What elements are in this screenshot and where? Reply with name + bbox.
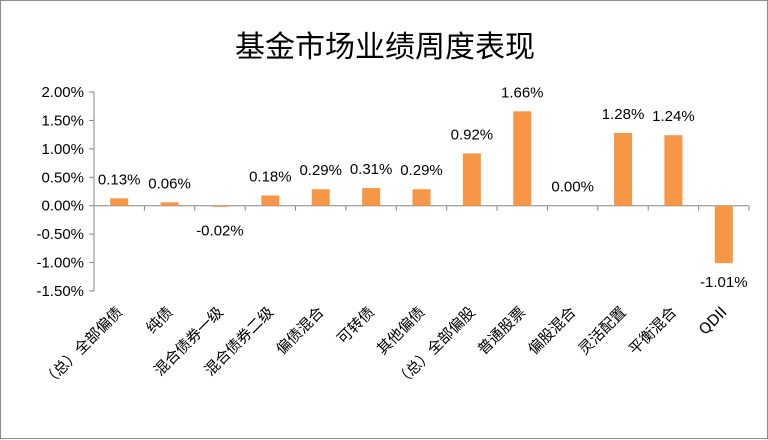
- bar: [311, 189, 330, 206]
- data-label: 1.28%: [602, 106, 645, 123]
- y-tick-label: -1.50%: [36, 283, 84, 300]
- bar: [664, 135, 683, 206]
- data-label: 1.66%: [501, 84, 544, 101]
- y-axis: 2.00% 1.50% 1.00% 0.50% 0.00% -0.50% -1.00% -1.…: [36, 84, 95, 300]
- data-label: 0.29%: [400, 162, 443, 179]
- bar: [714, 205, 733, 264]
- category-label: QDII: [695, 303, 731, 339]
- bar: [614, 132, 633, 206]
- y-tick-label: 1.50%: [41, 112, 84, 129]
- category-label: 平衡混合: [625, 303, 680, 358]
- y-tick-label: -1.00%: [36, 255, 84, 272]
- bar: [261, 195, 280, 206]
- data-label: 1.24%: [652, 108, 695, 125]
- category-label: 可转债: [333, 303, 378, 348]
- y-tick-label: 0.00%: [41, 198, 84, 215]
- data-label: 0.18%: [249, 168, 292, 185]
- data-label: -0.02%: [196, 223, 244, 240]
- category-label: 偏债混合: [272, 303, 327, 358]
- bar: [362, 188, 381, 206]
- y-tick-label: 0.50%: [41, 169, 84, 186]
- data-label: 0.00%: [551, 179, 594, 196]
- data-label: 0.13%: [98, 171, 141, 188]
- y-tick-label: -0.50%: [36, 226, 84, 243]
- category-label: 普通股票: [474, 303, 529, 358]
- y-tick-label: 1.00%: [41, 141, 84, 158]
- category-label: 偏股混合: [524, 303, 579, 358]
- bar: [210, 205, 229, 207]
- chart-title: 基金市场业绩周度表现: [235, 30, 535, 65]
- y-tick-label: 2.00%: [41, 84, 84, 101]
- bar: [160, 202, 179, 206]
- bars: [110, 111, 733, 264]
- data-label: 0.29%: [299, 162, 342, 179]
- data-label: 0.06%: [148, 175, 191, 192]
- bar: [513, 111, 532, 206]
- category-label: （总）全部偏债: [39, 303, 126, 390]
- data-label: 0.31%: [350, 161, 393, 178]
- data-label: 0.92%: [451, 126, 494, 143]
- category-label: 灵活配置: [575, 303, 630, 358]
- x-axis: [93, 205, 750, 211]
- bar: [462, 153, 481, 206]
- category-label: 纯债: [142, 303, 176, 337]
- data-label: -1.01%: [700, 274, 748, 291]
- bar: [412, 189, 431, 206]
- bar: [110, 198, 129, 206]
- data-labels: 0.13% 0.06% -0.02% 0.18% 0.29% 0.31% 0.29% 0.92…: [98, 84, 748, 291]
